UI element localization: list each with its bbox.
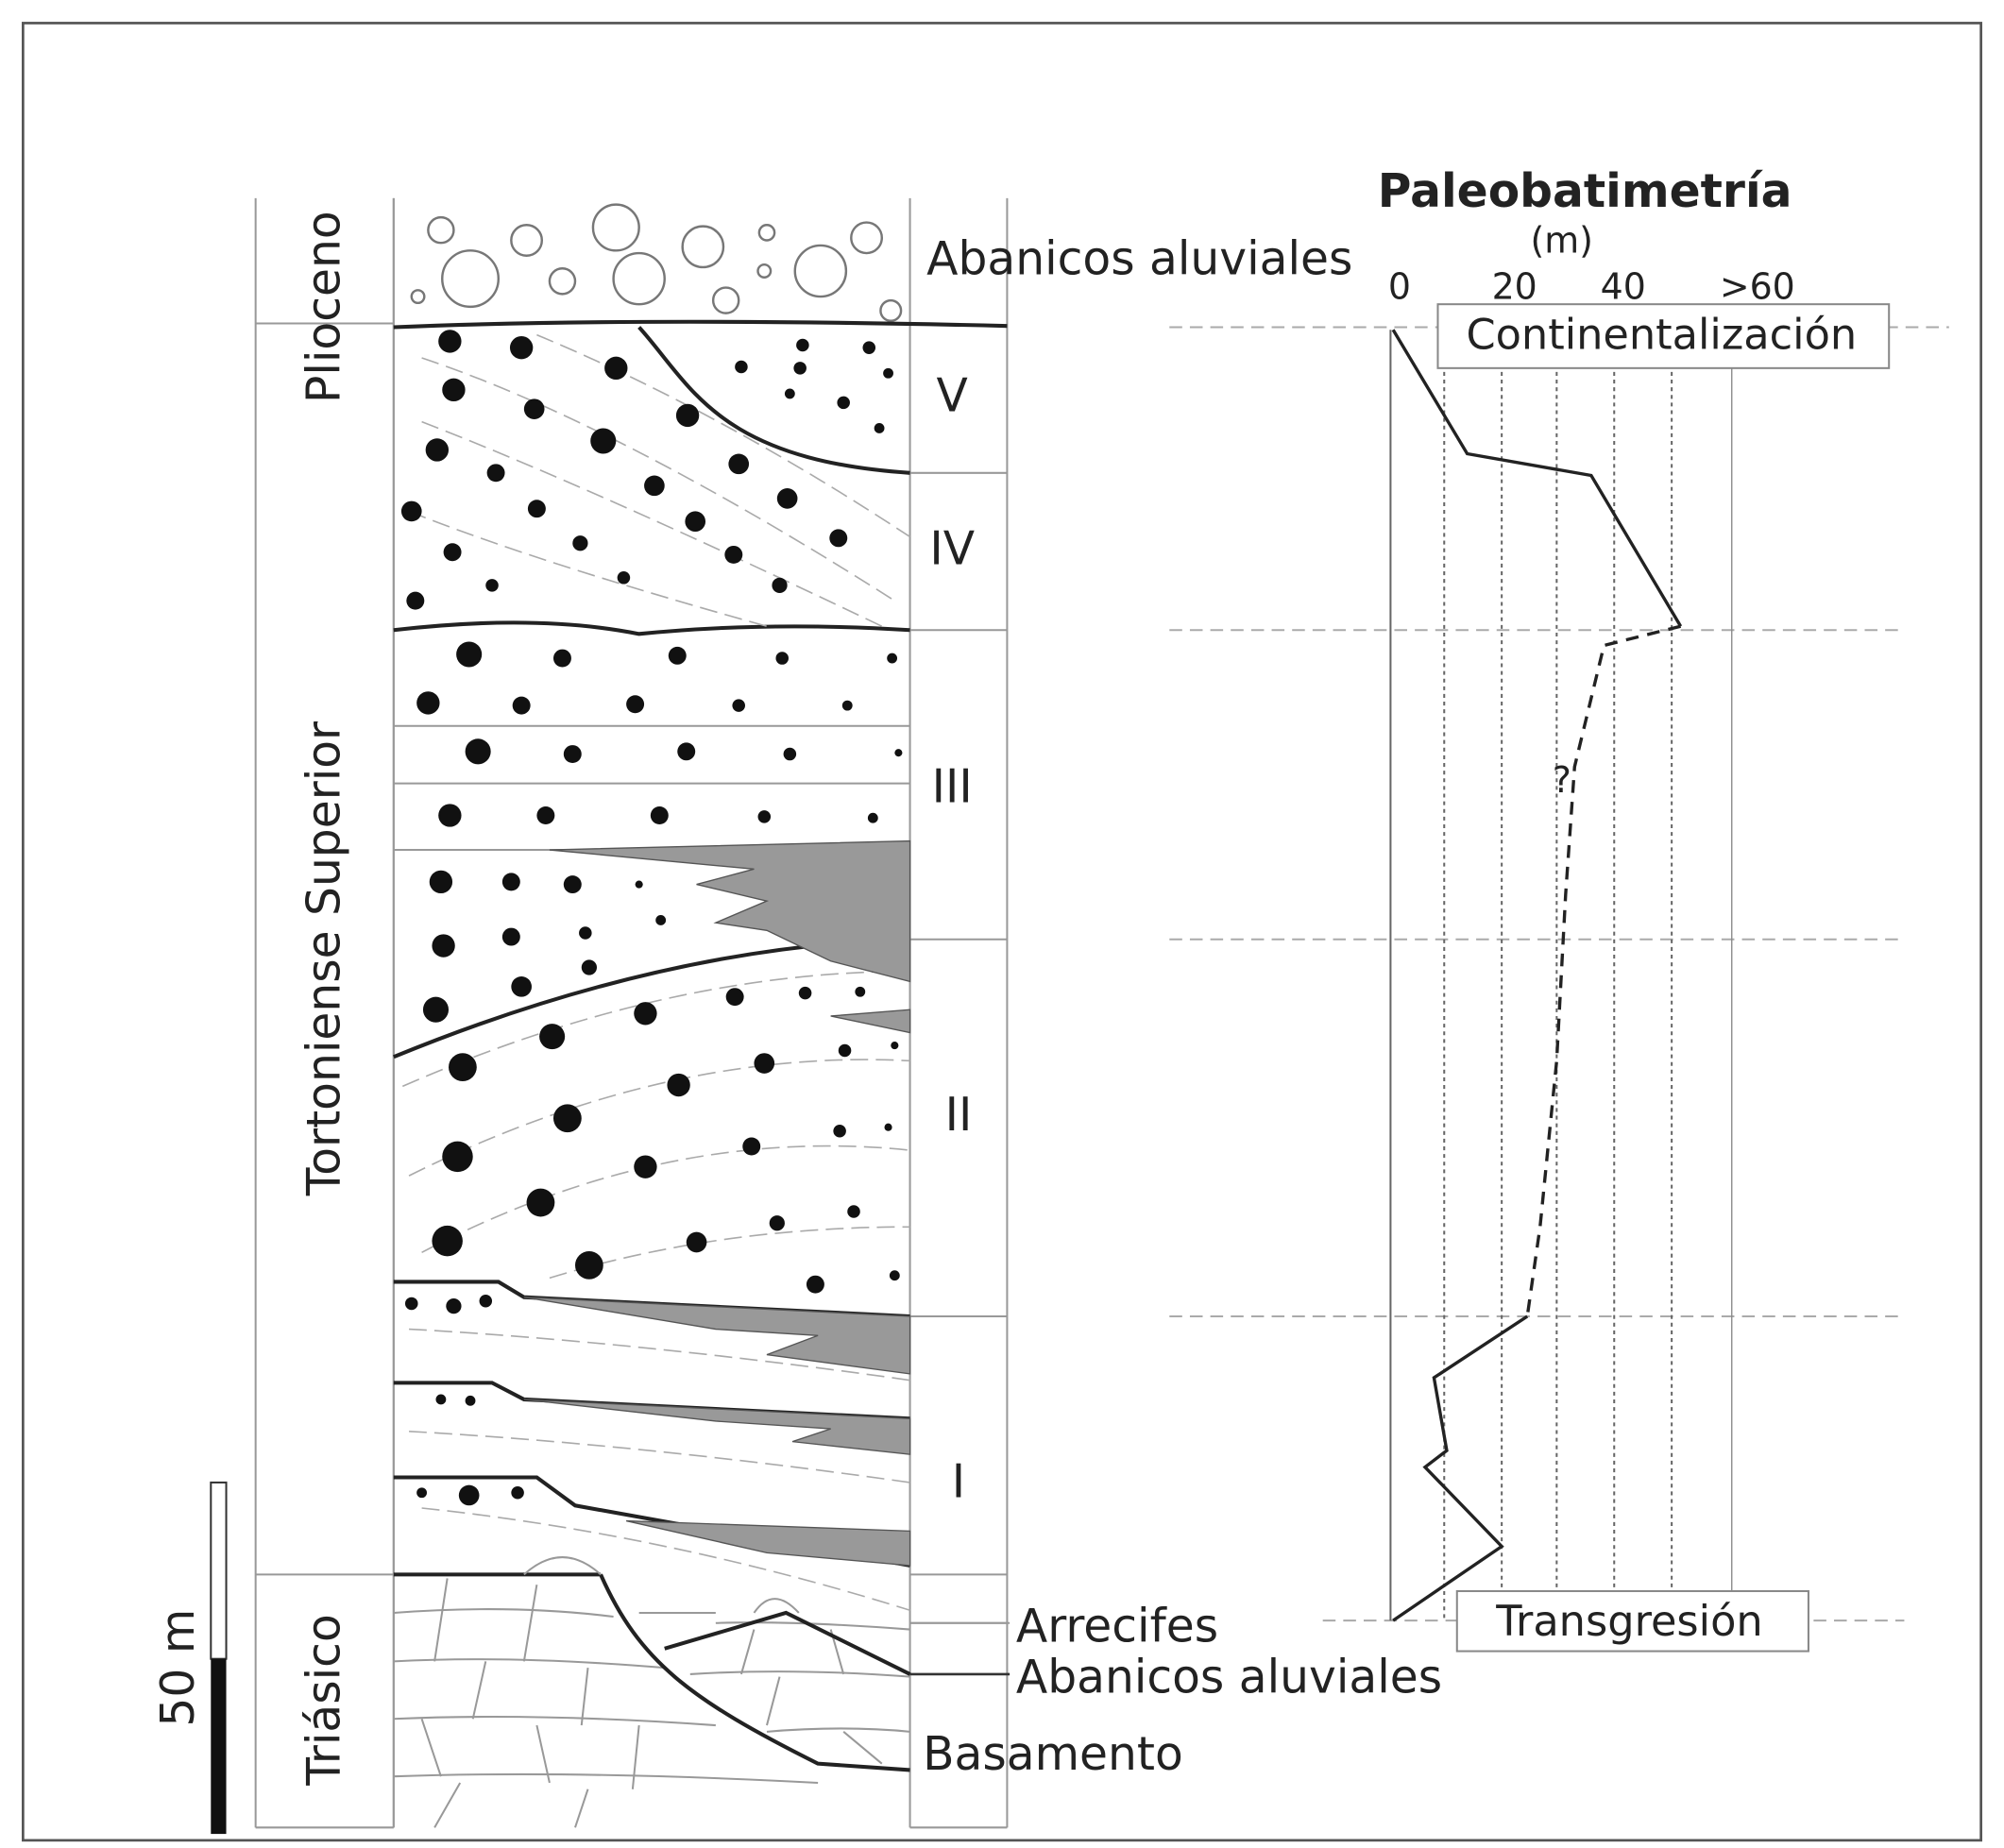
annotation: Arrecifes	[1016, 1601, 1218, 1653]
diagram: Plioceno Tortoniense Superior Triásico 5…	[0, 0, 2004, 1844]
period-label: Tortoniense Superior	[297, 721, 350, 1196]
unit-column	[910, 198, 1008, 1827]
lithology	[394, 198, 1008, 1827]
bathymetry-curve	[1393, 1316, 1527, 1620]
unit-label: II	[945, 1089, 973, 1142]
bathymetry-curve	[1393, 330, 1680, 626]
top-label: Continentalización	[1466, 310, 1857, 359]
tick-label: 40	[1601, 265, 1646, 307]
unit-label: V	[937, 369, 968, 422]
scale-bar	[211, 1483, 226, 1659]
page: {"columns": {"periods": ["Plioceno", "To…	[0, 0, 2004, 1844]
tick-label: 20	[1492, 265, 1537, 307]
period-label: Plioceno	[297, 211, 350, 403]
panel-title: Paleobatimetría	[1378, 165, 1792, 218]
annotation: Basamento	[923, 1728, 1183, 1781]
tick-label: 0	[1388, 265, 1411, 307]
scale-bar	[211, 1659, 226, 1834]
unit-label: III	[932, 760, 973, 813]
scale-label: 50 m	[152, 1609, 205, 1727]
uncertain-mark: ?	[1553, 759, 1571, 801]
period-label: Triásico	[297, 1614, 350, 1786]
bottom-label: Transgresión	[1495, 1597, 1762, 1646]
tick-label: >60	[1720, 265, 1795, 307]
annotation: Abanicos aluviales	[926, 233, 1352, 286]
bathymetry-curve-uncertain	[1527, 626, 1680, 1316]
unit-label: (m)	[1531, 220, 1593, 262]
unit-label: IV	[929, 523, 975, 576]
guide-lines	[1169, 328, 1949, 1621]
annotation: Abanicos aluviales	[1016, 1652, 1442, 1704]
unit-label: I	[952, 1456, 965, 1509]
